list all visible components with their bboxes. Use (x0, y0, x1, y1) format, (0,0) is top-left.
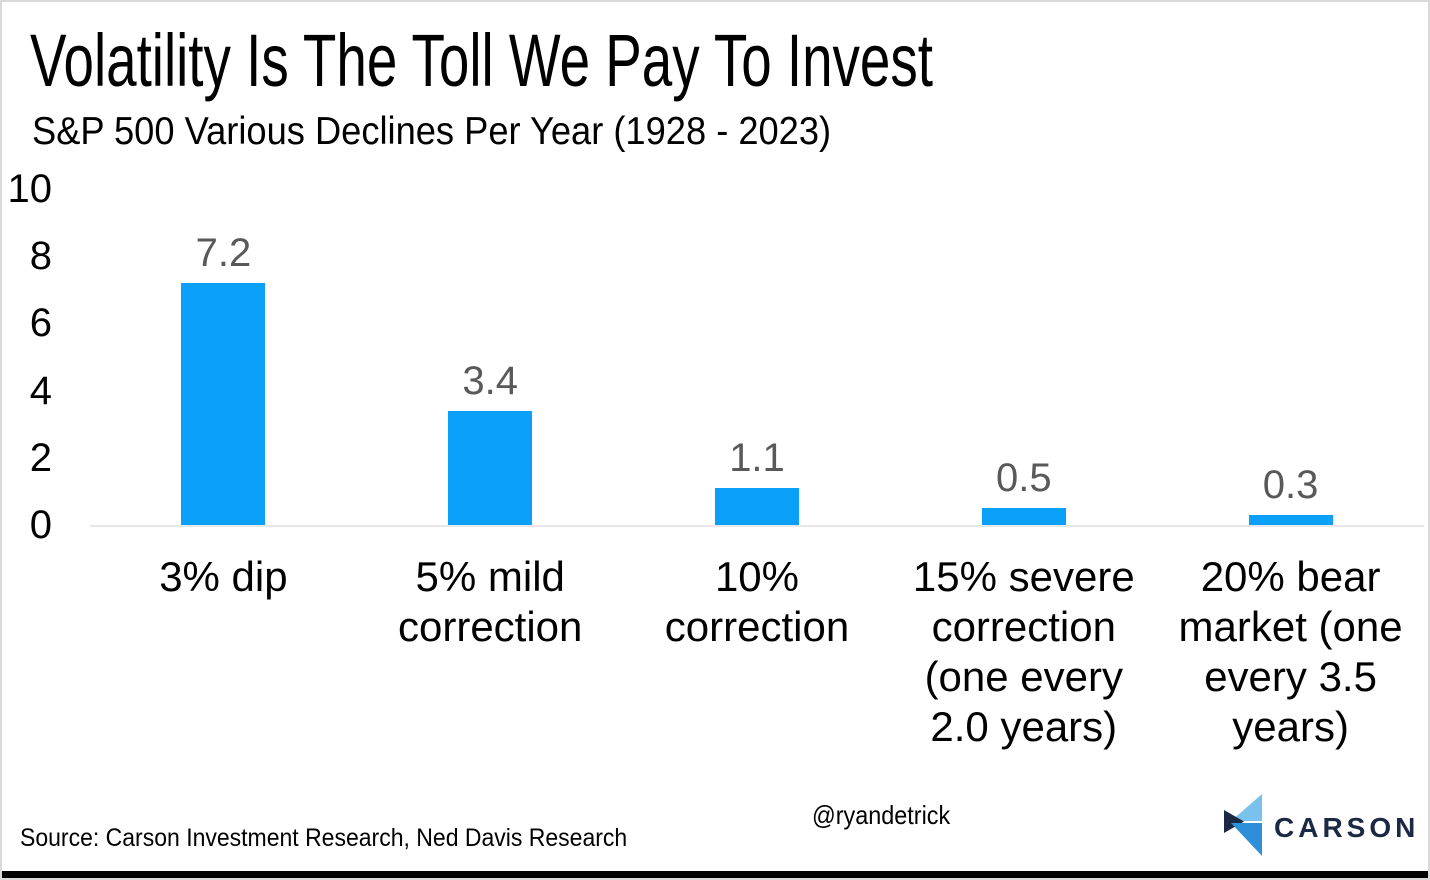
category-labels-row: 3% dip 5% mild correction 10% correction 15… (90, 552, 1424, 752)
carson-chevron-logo-icon (1224, 794, 1262, 861)
bar-value-label: 7.2 (195, 231, 252, 276)
bar-value-label: 1.1 (729, 436, 785, 481)
twitter-handle: @ryandetrick (812, 800, 951, 830)
bar-value-label: 3.4 (462, 358, 518, 403)
category-label: 10% correction (664, 553, 850, 650)
source-note: Source: Carson Investment Research, Ned … (20, 824, 628, 852)
bar-slot: 0.3 (1157, 189, 1424, 525)
y-tick-label: 8 (29, 234, 52, 279)
plot-area: 7.2 3.4 1.1 0.5 0.3 (90, 189, 1424, 527)
bar (1248, 514, 1333, 525)
bar (448, 410, 533, 525)
bar-slot: 7.2 (90, 189, 357, 525)
category-label: 5% mild correction (397, 553, 583, 650)
y-tick-label: 10 (7, 167, 53, 211)
bottom-bar (2, 871, 1428, 878)
category-label: 20% bear market (one every 3.5 years) (1178, 553, 1403, 750)
chart-subtitle: S&P 500 Various Declines Per Year (1928 … (32, 110, 832, 153)
bar-value-label: 0.5 (995, 456, 1052, 501)
y-tick-label: 2 (29, 435, 52, 480)
bar-slot: 0.5 (890, 189, 1157, 525)
category-label: 15% severe correction (one every 2.0 yea… (912, 553, 1135, 750)
y-axis: 10 8 6 4 2 0 (2, 169, 53, 545)
carson-logo: CARSON (1224, 794, 1419, 861)
bar (181, 283, 266, 525)
y-tick-label: 4 (29, 368, 52, 413)
category-label: 3% dip (159, 553, 288, 600)
bar (981, 508, 1066, 525)
y-tick-label: 0 (29, 503, 52, 547)
carson-logo-text: CARSON (1274, 811, 1420, 843)
bar-slot: 1.1 (624, 189, 891, 525)
chart-title: Volatility Is The Toll We Pay To Invest (30, 19, 933, 102)
bar-slot: 3.4 (357, 189, 624, 525)
bar-value-label: 0.3 (1262, 462, 1319, 507)
bar (714, 488, 799, 525)
y-tick-label: 6 (29, 301, 52, 346)
